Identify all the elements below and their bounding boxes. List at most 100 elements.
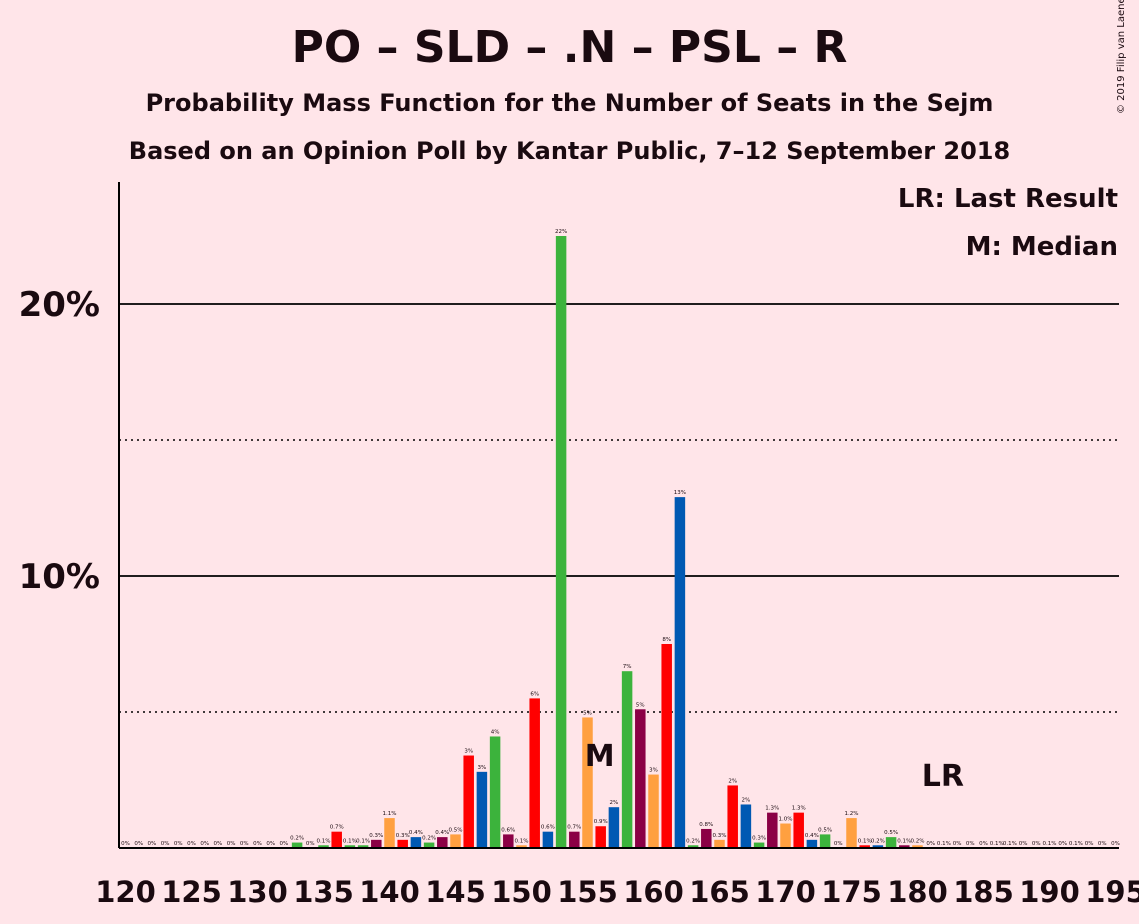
bar-label-145: 0.5% xyxy=(449,827,463,833)
bar-label-156: 0.9% xyxy=(594,819,608,825)
bar-label-193: 0% xyxy=(1085,841,1094,847)
x-tick-label: 195 xyxy=(1085,875,1139,909)
bar-seat-161 xyxy=(661,644,672,848)
bar-label-161: 8% xyxy=(662,637,671,643)
x-tick-label: 140 xyxy=(359,875,420,909)
x-tick-label: 175 xyxy=(821,875,882,909)
bar-label-143: 0.2% xyxy=(422,836,436,842)
bar-seat-167 xyxy=(740,804,752,848)
bar-label-171: 1.3% xyxy=(792,806,806,812)
bar-label-149: 0.6% xyxy=(501,827,515,833)
bar-label-195: 0% xyxy=(1111,841,1120,847)
bar-label-120: 0% xyxy=(121,841,130,847)
bar-label-125: 0% xyxy=(187,841,196,847)
bar-seat-171 xyxy=(793,812,804,848)
bar-seat-144 xyxy=(437,837,448,848)
x-tick-label: 185 xyxy=(953,875,1014,909)
bar-seat-176 xyxy=(859,845,870,848)
bar-seat-169 xyxy=(767,812,778,848)
x-tick-label: 165 xyxy=(689,875,750,909)
bar-label-141: 0.3% xyxy=(396,833,410,839)
bar-label-169: 1.3% xyxy=(765,806,779,812)
legend-last-result: LR: Last Result xyxy=(897,184,1118,214)
bar-seat-168 xyxy=(753,842,765,848)
bar-label-155: 5% xyxy=(583,710,592,716)
bar-label-191: 0% xyxy=(1058,841,1067,847)
bar-label-154: 0.7% xyxy=(567,825,581,831)
bar-seat-150 xyxy=(516,845,527,848)
bar-label-170: 1.0% xyxy=(779,817,793,823)
bar-label-137: 0.1% xyxy=(343,838,357,844)
bar-label-135: 0.1% xyxy=(317,838,331,844)
bar-label-178: 0.5% xyxy=(884,830,898,836)
bar-seat-133 xyxy=(291,842,303,848)
chart-source-subtitle: Based on an Opinion Poll by Kantar Publi… xyxy=(128,137,1011,165)
bar-label-163: 0.2% xyxy=(686,838,700,844)
bar-label-181: 0% xyxy=(926,841,935,847)
bar-label-174: 0% xyxy=(834,841,843,847)
bar-seat-142 xyxy=(410,837,422,848)
bar-seat-179 xyxy=(899,845,910,848)
x-tick-label: 180 xyxy=(887,875,948,909)
bar-seat-140 xyxy=(384,818,395,848)
y-tick-label: 20% xyxy=(19,285,100,325)
bar-label-121: 0% xyxy=(134,841,143,847)
bar-label-187: 0.1% xyxy=(1003,841,1017,847)
bar-label-142: 0.4% xyxy=(409,830,423,836)
bar-label-160: 3% xyxy=(649,768,658,774)
bar-label-186: 0.1% xyxy=(990,841,1004,847)
bar-seat-159 xyxy=(635,709,646,848)
bar-seat-164 xyxy=(701,828,712,848)
bar-seat-178 xyxy=(885,837,897,848)
x-tick-label: 130 xyxy=(227,875,288,909)
last-result-marker: LR xyxy=(922,759,964,794)
bar-seat-156 xyxy=(595,826,606,848)
x-tick-label: 135 xyxy=(293,875,354,909)
bar-seat-177 xyxy=(872,845,884,848)
x-tick-label: 160 xyxy=(623,875,684,909)
bar-label-139: 0.3% xyxy=(369,833,383,839)
bar-seat-175 xyxy=(846,818,857,848)
bar-label-138: 0.1% xyxy=(356,838,370,844)
bar-label-133: 0.2% xyxy=(290,836,304,842)
bar-label-184: 0% xyxy=(966,841,975,847)
x-tick-label: 155 xyxy=(557,875,618,909)
bar-label-122: 0% xyxy=(148,841,157,847)
bar-label-190: 0.1% xyxy=(1043,841,1057,847)
x-tick-label: 150 xyxy=(491,875,552,909)
bar-label-130: 0% xyxy=(253,841,262,847)
bar-seat-135 xyxy=(318,845,329,848)
bar-label-147: 3% xyxy=(478,765,487,771)
bar-seat-148 xyxy=(489,736,501,848)
bar-label-180: 0.2% xyxy=(911,838,925,844)
chart-title: PO – SLD – .N – PSL – R xyxy=(291,22,848,73)
bar-label-158: 7% xyxy=(623,664,632,670)
bar-label-162: 13% xyxy=(674,490,686,496)
bar-label-166: 2% xyxy=(728,778,737,784)
bar-seat-163 xyxy=(687,845,699,848)
bar-label-152: 0.6% xyxy=(541,825,555,831)
bar-seat-157 xyxy=(608,807,620,848)
bar-label-129: 0% xyxy=(240,841,249,847)
bar-label-124: 0% xyxy=(174,841,183,847)
bar-label-127: 0% xyxy=(214,841,223,847)
bar-seat-145 xyxy=(450,834,461,848)
bar-seat-139 xyxy=(371,839,382,848)
bar-label-175: 1.2% xyxy=(845,811,859,817)
bar-seat-154 xyxy=(569,831,580,848)
bar-label-189: 0% xyxy=(1032,841,1041,847)
bar-label-185: 0% xyxy=(979,841,988,847)
x-tick-label: 125 xyxy=(161,875,222,909)
bar-label-194: 0% xyxy=(1098,841,1107,847)
bar-seat-173 xyxy=(819,834,831,848)
bar-label-148: 4% xyxy=(491,729,500,735)
median-marker: M xyxy=(585,739,615,774)
legend-median: M: Median xyxy=(965,232,1118,262)
bar-seat-149 xyxy=(503,834,514,848)
bar-label-153: 22% xyxy=(555,229,567,235)
bar-seat-158 xyxy=(621,671,633,848)
x-tick-label: 145 xyxy=(425,875,486,909)
bar-seat-137 xyxy=(344,845,356,848)
bar-label-165: 0.3% xyxy=(713,833,727,839)
bar-seat-136 xyxy=(331,831,342,848)
